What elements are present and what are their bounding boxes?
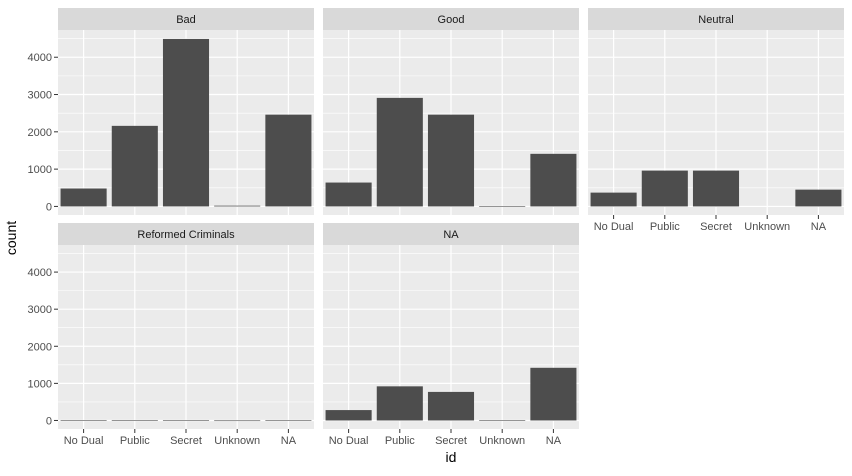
facet-strip	[323, 223, 579, 245]
bar	[214, 420, 261, 422]
bar	[479, 420, 526, 421]
bar	[325, 182, 372, 207]
bar	[60, 420, 107, 421]
x-tick-label: No Dual	[64, 435, 104, 447]
x-tick-label: No Dual	[594, 221, 634, 233]
x-tick-label: Secret	[170, 435, 202, 447]
y-axis-title: count	[3, 221, 19, 255]
facet-panels: Bad Good Neutral Reformed Criminals NA	[58, 8, 844, 429]
bar	[265, 114, 312, 207]
x-tick-label: Unknown	[214, 435, 260, 447]
y-tick-label: 0	[46, 415, 52, 427]
y-tick-label: 1000	[28, 378, 52, 390]
facet-strip-label: Reformed Criminals	[137, 229, 235, 241]
y-tick-label: 3000	[28, 304, 52, 316]
bar	[265, 420, 312, 421]
bar	[376, 97, 423, 207]
y-tick-label: 4000	[28, 52, 52, 64]
bar	[641, 170, 688, 207]
facet-strip	[58, 8, 314, 30]
bar	[214, 205, 261, 207]
bar	[162, 38, 210, 207]
facet-panel: Good	[323, 8, 579, 215]
bar	[60, 188, 107, 207]
bar	[479, 206, 526, 207]
facet-panel: NA	[323, 223, 579, 429]
facet-strip	[323, 8, 579, 30]
y-tick-label: 3000	[28, 90, 52, 102]
y-tick-label: 0	[46, 201, 52, 213]
bar	[530, 367, 577, 421]
x-tick-label: NA	[546, 435, 562, 447]
x-tick-label: Secret	[700, 221, 732, 233]
y-tick-label: 4000	[28, 267, 52, 279]
y-tick-label: 1000	[28, 164, 52, 176]
facet-strip	[588, 8, 844, 30]
facet-panel: Neutral	[588, 8, 844, 215]
x-axis-title: id	[446, 449, 457, 465]
bar	[795, 189, 842, 207]
x-tick-label: Public	[650, 221, 680, 233]
facet-panel: Bad	[58, 8, 314, 215]
bar	[162, 420, 210, 421]
x-tick-label: Unknown	[744, 221, 790, 233]
bar	[325, 410, 372, 421]
x-tick-label: Secret	[435, 435, 467, 447]
facet-strip-label: Neutral	[698, 14, 733, 26]
bar	[427, 114, 475, 207]
facet-panel: Reformed Criminals	[58, 223, 314, 429]
bar	[590, 192, 637, 207]
facet-strip-label: NA	[443, 229, 459, 241]
bar	[376, 386, 423, 421]
facet-strip-label: Good	[438, 14, 465, 26]
bar	[692, 170, 740, 207]
x-tick-label: Public	[385, 435, 415, 447]
x-tick-label: NA	[281, 435, 297, 447]
bar	[530, 153, 577, 207]
y-tick-label: 2000	[28, 341, 52, 353]
x-tick-label: NA	[811, 221, 827, 233]
y-tick-label: 2000	[28, 127, 52, 139]
bar	[427, 391, 475, 421]
bar	[111, 420, 158, 421]
facet-strip	[58, 223, 314, 245]
x-tick-label: Unknown	[479, 435, 525, 447]
axes: 0 1000 2000 3000 4000 No Dual Public Secret Unkn…	[28, 52, 827, 447]
x-tick-label: No Dual	[329, 435, 369, 447]
bar	[111, 125, 158, 207]
x-tick-label: Public	[120, 435, 150, 447]
facet-strip-label: Bad	[176, 14, 196, 26]
